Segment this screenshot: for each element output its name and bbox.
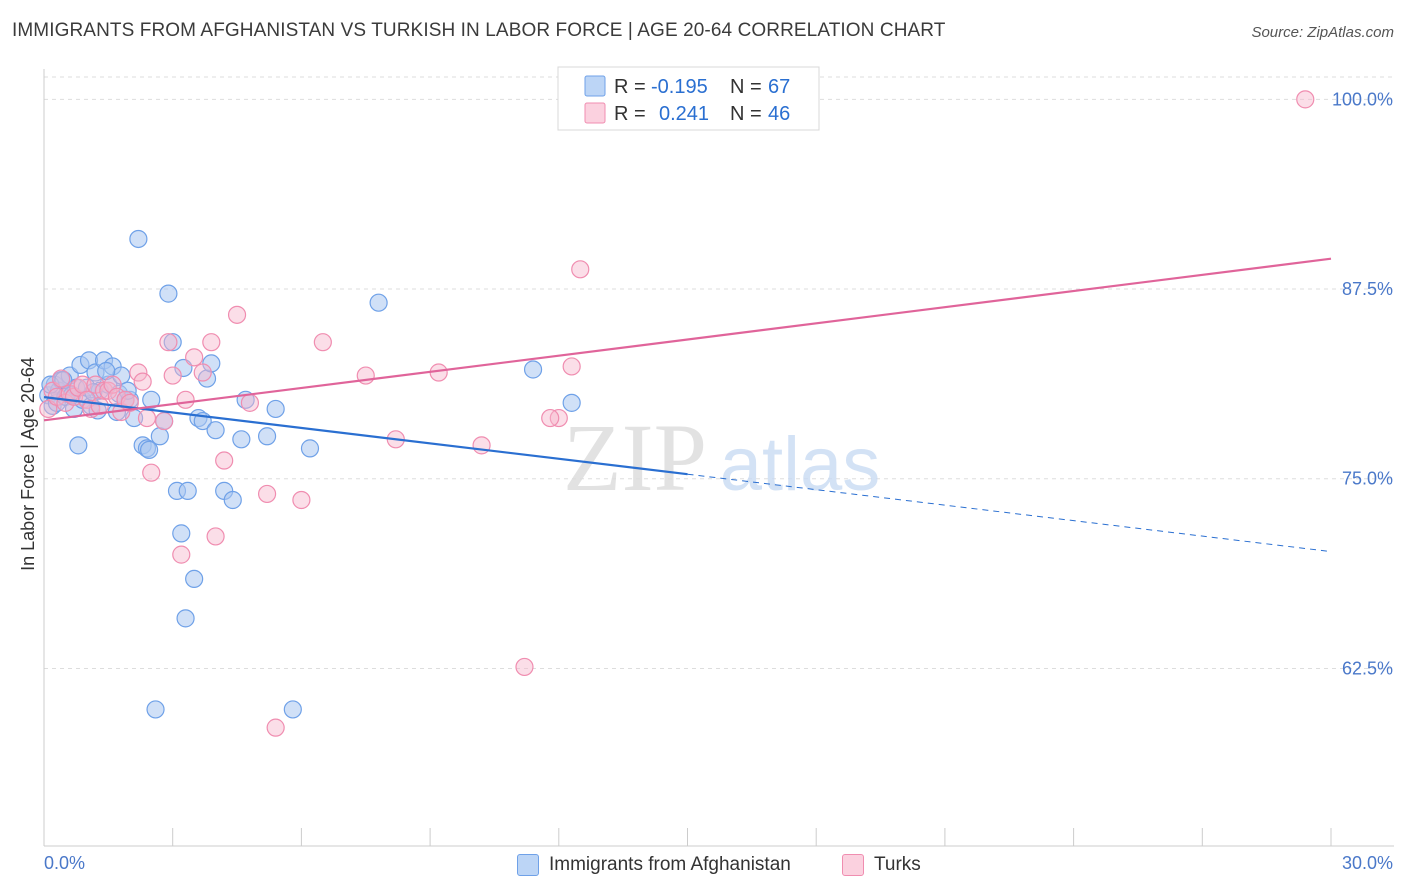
point-afghanistan — [159, 284, 178, 303]
point-afghanistan — [283, 700, 302, 719]
legend-r-value-1: -0.195 — [651, 76, 708, 98]
point-afghanistan — [142, 390, 161, 409]
trendline-turks — [43, 257, 1332, 422]
legend-n-label-1: N = — [730, 76, 762, 98]
bottom-legend-swatch-afghanistan — [517, 854, 539, 876]
point-afghanistan — [178, 481, 197, 500]
series-afghanistan-points — [39, 229, 581, 719]
point-turks — [1296, 90, 1315, 109]
tick-labels: 62.5% 75.0% 87.5% 100.0% 0.0% 30.0% — [44, 89, 1393, 873]
point-turks — [240, 393, 260, 412]
point-turks — [541, 408, 560, 428]
point-turks — [571, 260, 590, 279]
point-afghanistan — [69, 436, 88, 455]
legend-n-value-2: 46 — [768, 103, 790, 125]
point-turks — [562, 357, 581, 376]
point-turks — [215, 451, 234, 470]
point-afghanistan — [129, 229, 148, 249]
point-turks — [292, 490, 311, 510]
point-turks — [133, 372, 152, 391]
point-turks — [257, 484, 277, 504]
point-turks — [313, 333, 332, 352]
x-tick-label: 0.0% — [44, 853, 85, 873]
point-afghanistan — [163, 333, 182, 352]
watermark-zip: ZIP — [563, 404, 707, 511]
legend-swatch-turks — [584, 102, 606, 124]
point-turks — [142, 463, 161, 482]
legend-box: R = -0.195 N = 67 R = 0.241 N = 46 — [557, 66, 820, 131]
point-afghanistan — [206, 421, 225, 440]
bottom-legend-label-afghanistan: Immigrants from Afghanistan — [549, 854, 791, 875]
point-afghanistan — [223, 490, 242, 510]
watermark-atlas: atlas — [720, 422, 881, 507]
legend-r-label-1: R = — [614, 76, 646, 98]
point-afghanistan — [257, 427, 277, 446]
point-afghanistan — [266, 399, 285, 419]
point-afghanistan — [369, 293, 388, 312]
bottom-legend-afghanistan: Immigrants from Afghanistan — [517, 852, 791, 878]
x-tick-label: 30.0% — [1342, 853, 1393, 873]
chart-title: IMMIGRANTS FROM AFGHANISTAN VS TURKISH I… — [12, 20, 946, 41]
point-turks — [129, 363, 148, 382]
y-tick-label: 87.5% — [1342, 279, 1393, 299]
point-turks — [163, 366, 182, 385]
y-tick-label: 75.0% — [1342, 469, 1393, 489]
point-turks — [137, 408, 157, 428]
legend-n-value-1: 67 — [768, 76, 790, 98]
point-afghanistan — [232, 430, 251, 449]
grid — [44, 76, 1394, 669]
trendline-afghanistan-extension — [687, 473, 1332, 553]
point-turks — [193, 363, 212, 382]
point-turks — [266, 718, 285, 737]
y-tick-label: 62.5% — [1342, 658, 1393, 678]
point-turks — [227, 305, 247, 324]
point-afghanistan — [562, 393, 581, 412]
bottom-legend-turks: Turks — [842, 852, 921, 878]
legend-swatch-afghanistan — [584, 75, 606, 97]
point-turks — [202, 333, 221, 352]
point-turks — [206, 527, 225, 546]
point-turks — [176, 390, 195, 409]
bottom-legend-swatch-turks — [842, 854, 864, 876]
point-turks — [515, 657, 534, 677]
point-afghanistan — [300, 439, 320, 458]
point-afghanistan — [140, 440, 159, 460]
axes — [43, 69, 1394, 847]
y-axis-title: In Labor Force | Age 20-64 — [18, 357, 38, 571]
trendlines — [43, 257, 1332, 553]
legend-r-label-2: R = — [614, 103, 646, 125]
point-turks — [172, 545, 191, 564]
point-afghanistan — [523, 360, 543, 379]
point-turks — [103, 375, 122, 394]
legend-r-value-2: 0.241 — [659, 103, 709, 125]
point-afghanistan — [146, 700, 165, 719]
point-afghanistan — [185, 569, 204, 589]
legend-n-label-2: N = — [730, 103, 762, 125]
point-turks — [52, 369, 71, 388]
series-turks-points — [39, 90, 1315, 737]
trendline-afghanistan — [43, 396, 688, 476]
source-label: Source: ZipAtlas.com — [1251, 24, 1394, 41]
point-turks — [159, 333, 178, 352]
y-tick-label: 100.0% — [1332, 89, 1393, 109]
point-afghanistan — [172, 524, 191, 543]
point-turks — [155, 411, 174, 431]
point-turks — [185, 348, 204, 367]
point-afghanistan — [176, 609, 195, 628]
bottom-legend-label-turks: Turks — [874, 854, 921, 875]
